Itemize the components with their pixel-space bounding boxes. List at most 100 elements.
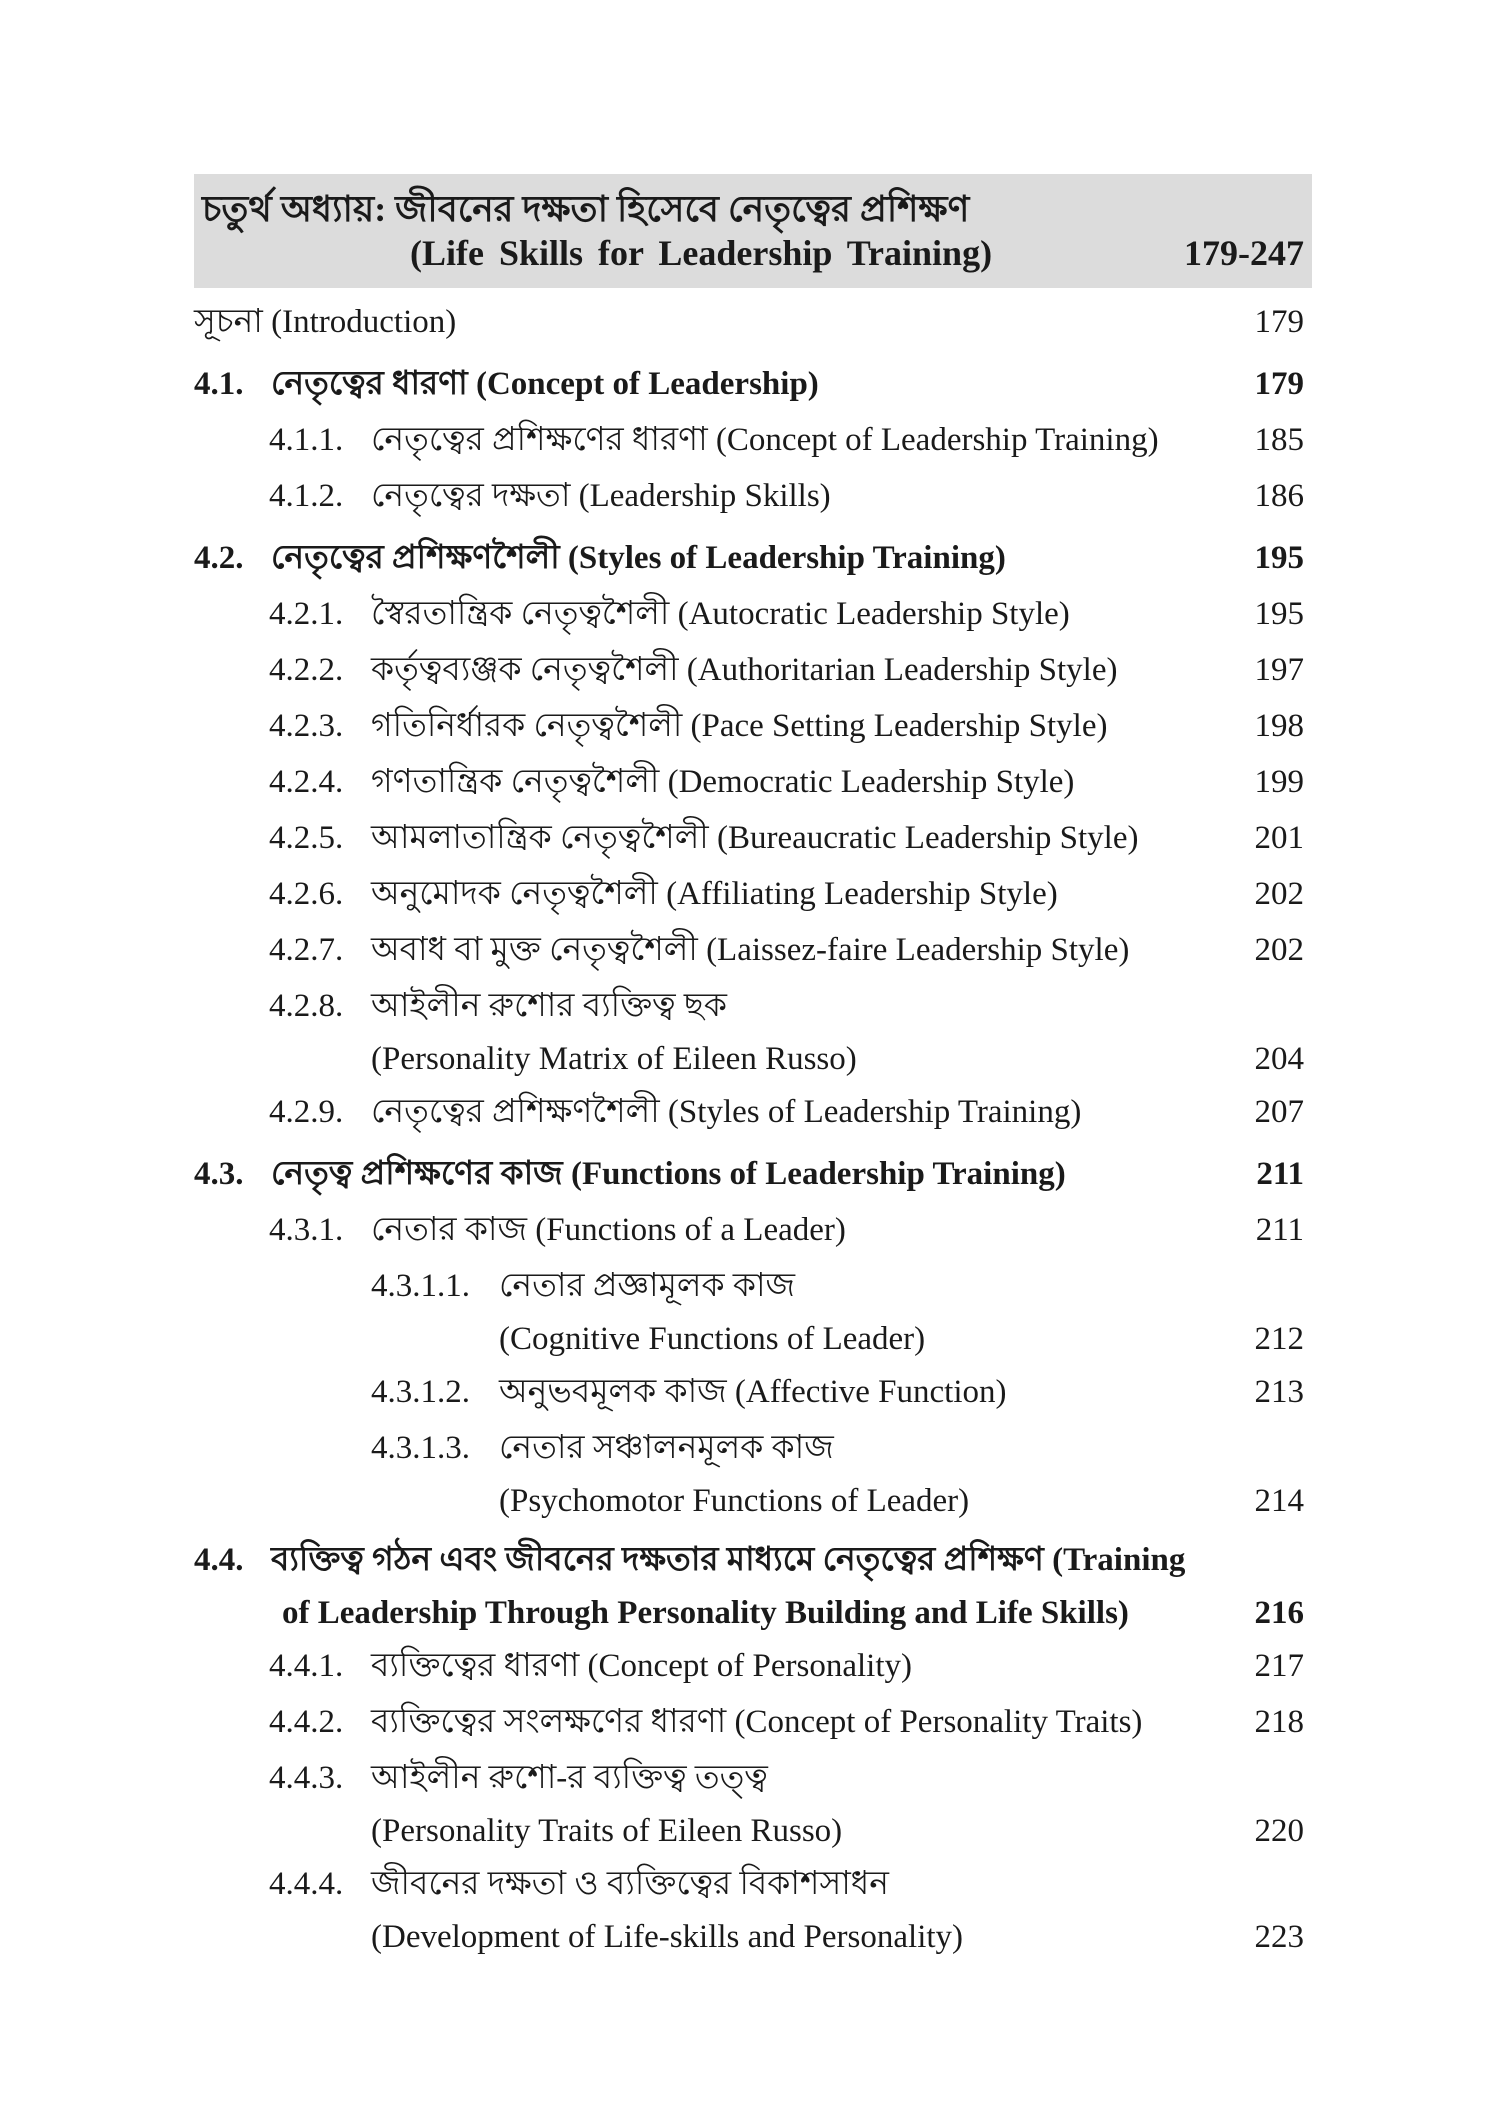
section-title: নেতৃত্বের প্রশিক্ষণশৈলী (Styles of Leade… <box>371 1094 1082 1130</box>
section-number: 4.2.1. <box>269 596 344 632</box>
section-title: গণতান্ত্রিক নেতৃত্বশৈলী (Democratic Lead… <box>371 764 1075 800</box>
toc-entry-line: (Personality Traits of Eileen Russo) 220 <box>194 1806 1312 1856</box>
toc-entry[interactable]: 4.2.7. অবাধ বা মুক্ত নেতৃত্বশৈলী (Laissez… <box>194 922 1312 978</box>
section-title: সূচনা (Introduction) <box>194 304 457 340</box>
section-title: ব্যক্তিত্বের ধারণা (Concept of Personali… <box>371 1648 912 1684</box>
toc-entry[interactable]: 4.2.9. নেতৃত্বের প্রশিক্ষণশৈলী (Styles of… <box>194 1084 1312 1140</box>
chapter-title-english: (Life Skills for Leadership Training) <box>410 233 993 273</box>
section-title: নেতৃত্বের প্রশিক্ষণশৈলী (Styles of Leade… <box>271 540 1006 576</box>
toc-entry[interactable]: 4.2.5. আমলাতান্ত্রিক নেতৃত্বশৈলী (Bureauc… <box>194 810 1312 866</box>
toc-entry[interactable]: 4.2.2. কর্তৃত্বব্যঞ্জক নেতৃত্বশৈলী (Autho… <box>194 642 1312 698</box>
section-number: 4.3.1.1. <box>371 1268 470 1304</box>
toc-entry[interactable]: 4.1.1. নেতৃত্বের প্রশিক্ষণের ধারণা (Conce… <box>194 412 1312 468</box>
toc-entry-line: of Leadership Through Personality Buildi… <box>194 1588 1312 1638</box>
toc-entry-line: 4.1.1. নেতৃত্বের প্রশিক্ষণের ধারণা (Conce… <box>194 412 1312 468</box>
toc-entry[interactable]: 4.2.1. স্বৈরতান্ত্রিক নেতৃত্বশৈলী (Autocr… <box>194 586 1312 642</box>
page-number: 211 <box>1256 1156 1304 1192</box>
section-number: 4.4.2. <box>269 1704 344 1740</box>
section-number: 4.2.3. <box>269 708 344 744</box>
section-number: 4.2.6. <box>269 876 344 912</box>
toc-entry[interactable]: 4.3.1.2. অনুভবমূলক কাজ (Affective Functio… <box>194 1364 1312 1420</box>
toc-entry-line: 4.2.1. স্বৈরতান্ত্রিক নেতৃত্বশৈলী (Autocr… <box>194 586 1312 642</box>
section-title: কর্তৃত্বব্যঞ্জক নেতৃত্বশৈলী (Authoritari… <box>371 652 1118 688</box>
toc-entry-line: 4.2.8. আইলীন রুশোর ব্যক্তিত্ব ছক <box>194 978 1312 1034</box>
page-number: 220 <box>1254 1813 1305 1849</box>
section-number: 4.1.1. <box>269 422 344 458</box>
section-title: নেতার সঞ্চালনমূলক কাজ <box>499 1430 834 1466</box>
toc-entry[interactable]: 4.4. ব্যক্তিত্ব গঠন এবং জীবনের দক্ষতার মা… <box>194 1532 1312 1638</box>
page-number: 195 <box>1254 596 1305 632</box>
section-number: 4.3.1. <box>269 1212 344 1248</box>
section-number: 4.4.4. <box>269 1866 344 1902</box>
page-number: 212 <box>1254 1321 1305 1357</box>
section-title: গতিনির্ধারক নেতৃত্বশৈলী (Pace Setting Le… <box>371 708 1108 744</box>
toc-entry[interactable]: সূচনা (Introduction) 179 <box>194 294 1312 350</box>
page-number: 202 <box>1254 876 1305 912</box>
page-number: 214 <box>1254 1483 1305 1519</box>
toc-entry[interactable]: 4.1. নেতৃত্বের ধারণা (Concept of Leadersh… <box>194 356 1312 412</box>
page-number: 213 <box>1254 1374 1305 1410</box>
chapter-page-range: 179-247 <box>1184 233 1304 273</box>
section-title: অবাধ বা মুক্ত নেতৃত্বশৈলী (Laissez-faire… <box>371 932 1130 968</box>
toc-entry-line: 4.2. নেতৃত্বের প্রশিক্ষণশৈলী (Styles of L… <box>194 530 1312 586</box>
toc-entry-line: 4.2.9. নেতৃত্বের প্রশিক্ষণশৈলী (Styles of… <box>194 1084 1312 1140</box>
section-number: 4.2.9. <box>269 1094 344 1130</box>
toc-entry-line: 4.2.6. অনুমোদক নেতৃত্বশৈলী (Affiliating L… <box>194 866 1312 922</box>
table-of-contents: চতুর্থ অধ্যায়: জীবনের দক্ষতা হিসেবে নেত… <box>194 174 1312 1962</box>
toc-entry-line: 4.4.4. জীবনের দক্ষতা ও ব্যক্তিত্বের বিকাশ… <box>194 1856 1312 1912</box>
toc-entry-line: 4.2.7. অবাধ বা মুক্ত নেতৃত্বশৈলী (Laissez… <box>194 922 1312 978</box>
page-number: 216 <box>1254 1595 1305 1631</box>
page-number: 202 <box>1254 932 1305 968</box>
toc-entry[interactable]: 4.2.4. গণতান্ত্রিক নেতৃত্বশৈলী (Democrati… <box>194 754 1312 810</box>
section-title: নেতৃত্ব প্রশিক্ষণের কাজ (Functions of Le… <box>271 1156 1066 1192</box>
toc-entry-line: 4.3.1.3. নেতার সঞ্চালনমূলক কাজ <box>194 1420 1312 1476</box>
toc-entry-line: (Personality Matrix of Eileen Russo) 204 <box>194 1034 1312 1084</box>
page-number: 201 <box>1254 820 1305 856</box>
section-title: অনুভবমূলক কাজ (Affective Function) <box>499 1374 1007 1410</box>
section-number: 4.3.1.3. <box>371 1430 470 1466</box>
page-number: 199 <box>1254 764 1305 800</box>
section-number: 4.2.7. <box>269 932 344 968</box>
page-number: 179 <box>1254 366 1305 402</box>
toc-entry[interactable]: 4.2.3. গতিনির্ধারক নেতৃত্বশৈলী (Pace Sett… <box>194 698 1312 754</box>
toc-entry[interactable]: 4.3.1. নেতার কাজ (Functions of a Leader) 2… <box>194 1202 1312 1258</box>
toc-entry[interactable]: 4.4.4. জীবনের দক্ষতা ও ব্যক্তিত্বের বিকাশ… <box>194 1856 1312 1962</box>
toc-entry-line: সূচনা (Introduction) 179 <box>194 294 1312 350</box>
section-title: (Psychomotor Functions of Leader) <box>499 1483 970 1519</box>
toc-entry[interactable]: 4.2.6. অনুমোদক নেতৃত্বশৈলী (Affiliating L… <box>194 866 1312 922</box>
toc-entry-line: 4.3. নেতৃত্ব প্রশিক্ষণের কাজ (Functions o… <box>194 1146 1312 1202</box>
page-number: 198 <box>1254 708 1305 744</box>
section-title: (Cognitive Functions of Leader) <box>499 1321 926 1357</box>
toc-entry[interactable]: 4.2.8. আইলীন রুশোর ব্যক্তিত্ব ছক (Personal… <box>194 978 1312 1084</box>
toc-entry-line: 4.3.1.1. নেতার প্রজ্ঞামূলক কাজ <box>194 1258 1312 1314</box>
section-number: 4.2. <box>194 540 244 576</box>
toc-entry[interactable]: 4.1.2. নেতৃত্বের দক্ষতা (Leadership Skill… <box>194 468 1312 524</box>
chapter-title-bengali: চতুর্থ অধ্যায়: জীবনের দক্ষতা হিসেবে নেত… <box>202 189 970 229</box>
page-number: 207 <box>1254 1094 1305 1130</box>
toc-entry-line: 4.3.1.2. অনুভবমূলক কাজ (Affective Functio… <box>194 1364 1312 1420</box>
toc-entry[interactable]: 4.3.1.3. নেতার সঞ্চালনমূলক কাজ (Psychomoto… <box>194 1420 1312 1526</box>
section-title: স্বৈরতান্ত্রিক নেতৃত্বশৈলী (Autocratic L… <box>371 596 1070 632</box>
page-number: 218 <box>1254 1704 1305 1740</box>
section-number: 4.1.2. <box>269 478 344 514</box>
section-number: 4.4.1. <box>269 1648 344 1684</box>
toc-entry[interactable]: 4.2. নেতৃত্বের প্রশিক্ষণশৈলী (Styles of L… <box>194 530 1312 586</box>
section-title: ব্যক্তিত্বের সংলক্ষণের ধারণা (Concept of… <box>371 1704 1143 1740</box>
section-title: আমলাতান্ত্রিক নেতৃত্বশৈলী (Bureaucratic … <box>371 820 1139 856</box>
toc-entry[interactable]: 4.3.1.1. নেতার প্রজ্ঞামূলক কাজ (Cognitive … <box>194 1258 1312 1364</box>
page-number: 179 <box>1254 304 1305 340</box>
section-number: 4.3. <box>194 1156 244 1192</box>
toc-entry[interactable]: 4.4.3. আইলীন রুশো-র ব্যক্তিত্ব তত্ত্ব (Per… <box>194 1750 1312 1856</box>
section-title: of Leadership Through Personality Buildi… <box>282 1595 1129 1631</box>
page-number: 204 <box>1254 1041 1305 1077</box>
chapter-header: চতুর্থ অধ্যায়: জীবনের দক্ষতা হিসেবে নেত… <box>194 174 1312 288</box>
toc-entry-line: 4.2.4. গণতান্ত্রিক নেতৃত্বশৈলী (Democrati… <box>194 754 1312 810</box>
toc-entry[interactable]: 4.4.1. ব্যক্তিত্বের ধারণা (Concept of Per… <box>194 1638 1312 1694</box>
toc-entry[interactable]: 4.3. নেতৃত্ব প্রশিক্ষণের কাজ (Functions o… <box>194 1146 1312 1202</box>
section-title: নেতার কাজ (Functions of a Leader) <box>371 1212 846 1248</box>
toc-entry-line: 4.4.1. ব্যক্তিত্বের ধারণা (Concept of Per… <box>194 1638 1312 1694</box>
section-title: (Personality Traits of Eileen Russo) <box>371 1813 843 1849</box>
toc-entry[interactable]: 4.4.2. ব্যক্তিত্বের সংলক্ষণের ধারণা (Conc… <box>194 1694 1312 1750</box>
section-title: নেতৃত্বের ধারণা (Concept of Leadership) <box>271 366 819 402</box>
section-title: অনুমোদক নেতৃত্বশৈলী (Affiliating Leaders… <box>371 876 1058 912</box>
